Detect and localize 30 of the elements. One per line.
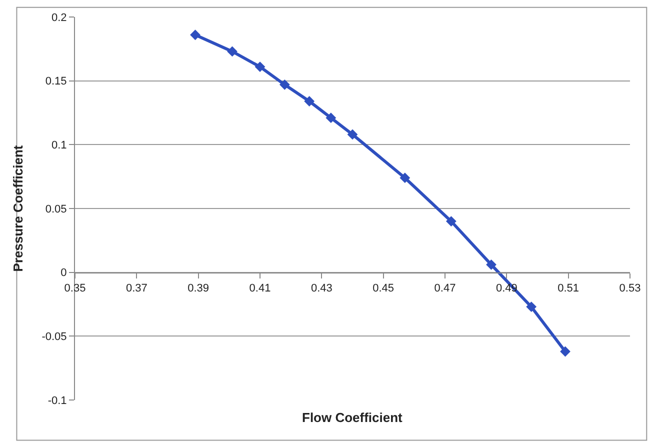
- x-tick-label: 0.45: [372, 282, 394, 295]
- point: [304, 96, 315, 106]
- x-axis-title: Flow Coefficient: [302, 410, 404, 425]
- y-tick-label: -0.1: [48, 394, 67, 407]
- y-tick-label: 0.05: [45, 203, 67, 216]
- x-tick-label: 0.51: [558, 282, 580, 295]
- x-tick-label: 0.53: [619, 282, 641, 295]
- point: [254, 62, 266, 72]
- x-tick-label: 0.37: [126, 282, 148, 295]
- x-tick-label: 0.43: [310, 282, 332, 295]
- point: [279, 79, 290, 90]
- point: [486, 259, 496, 270]
- x-tick-label: 0.39: [188, 282, 210, 295]
- x-tick-label: 0.41: [249, 282, 271, 295]
- point: [526, 302, 537, 312]
- point: [326, 112, 336, 124]
- point: [400, 172, 410, 184]
- point: [560, 346, 570, 357]
- y-tick-label: 0.15: [45, 76, 67, 88]
- y-axis-title: Pressure Coefficient: [10, 144, 26, 272]
- point: [446, 216, 456, 226]
- x-tick-label: 0.35: [64, 282, 86, 295]
- point: [227, 46, 238, 57]
- point: [347, 129, 358, 140]
- y-tick-label: 0.1: [52, 140, 67, 152]
- y-tick-label: 0: [60, 267, 67, 280]
- x-tick-label: 0.47: [434, 282, 456, 295]
- point: [190, 30, 200, 40]
- y-tick-label: -0.05: [42, 331, 67, 344]
- y-tick-label: 0.2: [52, 12, 67, 24]
